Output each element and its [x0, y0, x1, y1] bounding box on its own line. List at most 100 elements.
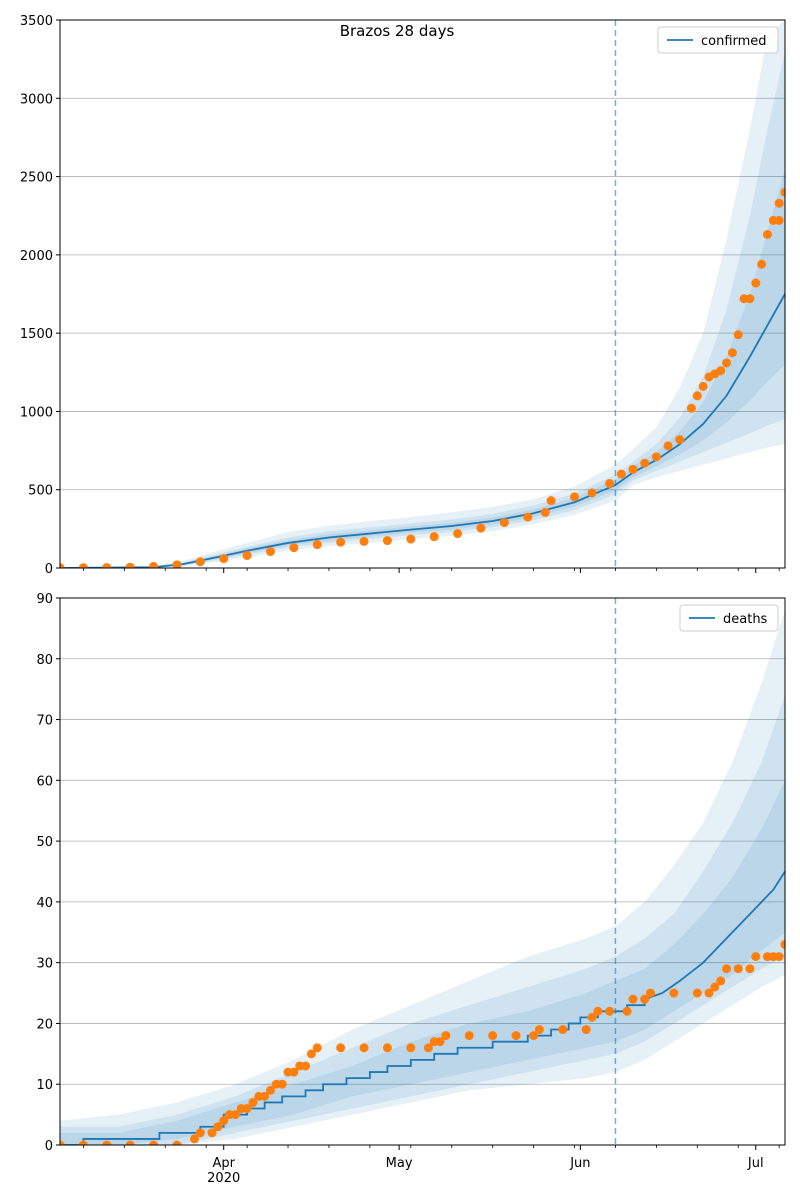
observed-point: [219, 1116, 229, 1126]
observed-point: [722, 358, 732, 368]
y-tick-label: 1000: [20, 405, 53, 420]
observed-point: [149, 561, 159, 568]
observed-point: [172, 560, 182, 568]
observed-point: [336, 537, 346, 547]
observed-point: [628, 994, 638, 1004]
observed-point: [242, 1104, 252, 1114]
legend: deaths: [679, 604, 779, 632]
observed-point: [733, 330, 743, 340]
observed-point: [616, 469, 626, 479]
y-tick-label: 40: [36, 896, 53, 911]
axes-frame: [59, 597, 786, 1146]
observed-point: [289, 1067, 299, 1077]
observed-point: [429, 532, 439, 542]
observed-point: [488, 1031, 498, 1041]
observed-point: [540, 507, 550, 517]
observed-point: [260, 1091, 270, 1101]
y-tick-label: 90: [36, 592, 53, 607]
observed-point: [640, 458, 650, 468]
observed-point: [125, 562, 135, 568]
observed-point: [774, 952, 784, 962]
observed-point: [312, 540, 322, 550]
observed-point: [382, 1043, 392, 1053]
observed-point: [757, 259, 767, 269]
y-tick-label: 1500: [20, 327, 53, 342]
observed-point: [710, 982, 720, 992]
observed-point: [529, 1031, 539, 1041]
y-tick-label: 70: [36, 714, 53, 729]
y-tick-label: 30: [36, 957, 53, 972]
observed-point: [663, 441, 673, 451]
observed-point: [558, 1025, 568, 1035]
y-tick-label: 50: [36, 835, 53, 850]
model-line: [60, 871, 785, 1145]
x-tick-label: May: [386, 1156, 413, 1171]
observed-point: [774, 215, 784, 225]
observed-point: [195, 1128, 205, 1138]
observed-point: [207, 1128, 217, 1138]
observed-point: [219, 554, 229, 564]
observed-point: [301, 1061, 311, 1071]
legend-label: confirmed: [701, 34, 767, 49]
observed-point: [382, 536, 392, 546]
observed-point: [78, 563, 88, 568]
observed-point: [464, 1031, 474, 1041]
y-tick-label: 2000: [20, 249, 53, 264]
observed-point: [277, 1079, 287, 1089]
observed-point: [534, 1025, 544, 1035]
observed-point: [523, 512, 533, 522]
observed-point: [172, 1140, 182, 1145]
observed-point: [336, 1043, 346, 1053]
observed-point: [312, 1043, 322, 1053]
observed-point: [751, 278, 761, 288]
observed-point: [751, 952, 761, 962]
observed-point: [189, 1134, 199, 1144]
y-tick-label: 20: [36, 1017, 53, 1032]
observed-point: [265, 547, 275, 557]
observed-point: [213, 1122, 223, 1132]
observed-point: [704, 988, 714, 998]
observed-point: [453, 529, 463, 539]
uncertainty-band-2: [60, 695, 785, 1145]
observed-point: [745, 294, 755, 304]
observed-point: [593, 1006, 603, 1016]
y-tick-label: 0: [45, 1139, 53, 1154]
observed-point: [78, 1140, 88, 1145]
observed-point: [780, 187, 785, 197]
observed-point: [745, 964, 755, 974]
observed-point: [406, 534, 416, 544]
legend-box: [679, 604, 779, 632]
observed-point: [289, 543, 299, 553]
confirmed-panel: 0 500 1000 1500 2000 2500 3000 3500 confirmed: [20, 14, 786, 577]
observed-point: [646, 988, 656, 998]
observed-point: [476, 523, 486, 533]
y-tick-label: 3500: [20, 14, 53, 29]
legend-box: [657, 26, 779, 54]
observed-point: [230, 1110, 240, 1120]
x-tick-label: Jul: [747, 1156, 764, 1171]
uncertainty-band-1: [60, 20, 785, 568]
observed-point: [780, 939, 785, 949]
observed-point: [622, 1006, 632, 1016]
observed-point: [727, 348, 737, 358]
observed-point: [686, 403, 696, 413]
observed-point: [605, 1006, 615, 1016]
observed-point: [774, 198, 784, 208]
observed-point: [149, 1140, 159, 1145]
observed-point: [102, 563, 112, 568]
observed-point: [581, 1025, 591, 1035]
observed-point: [716, 366, 726, 376]
x-tick-label: Jun: [569, 1156, 590, 1171]
observed-point: [722, 964, 732, 974]
observed-point: [692, 988, 702, 998]
observed-point: [499, 518, 509, 528]
observed-point: [669, 988, 679, 998]
model-line: [60, 293, 785, 568]
observed-point: [651, 452, 661, 462]
uncertainty-band-3: [60, 168, 785, 568]
x-tick-label: Apr: [212, 1156, 235, 1171]
observed-point: [692, 391, 702, 401]
observed-point: [570, 492, 580, 502]
observed-point: [102, 1140, 112, 1145]
